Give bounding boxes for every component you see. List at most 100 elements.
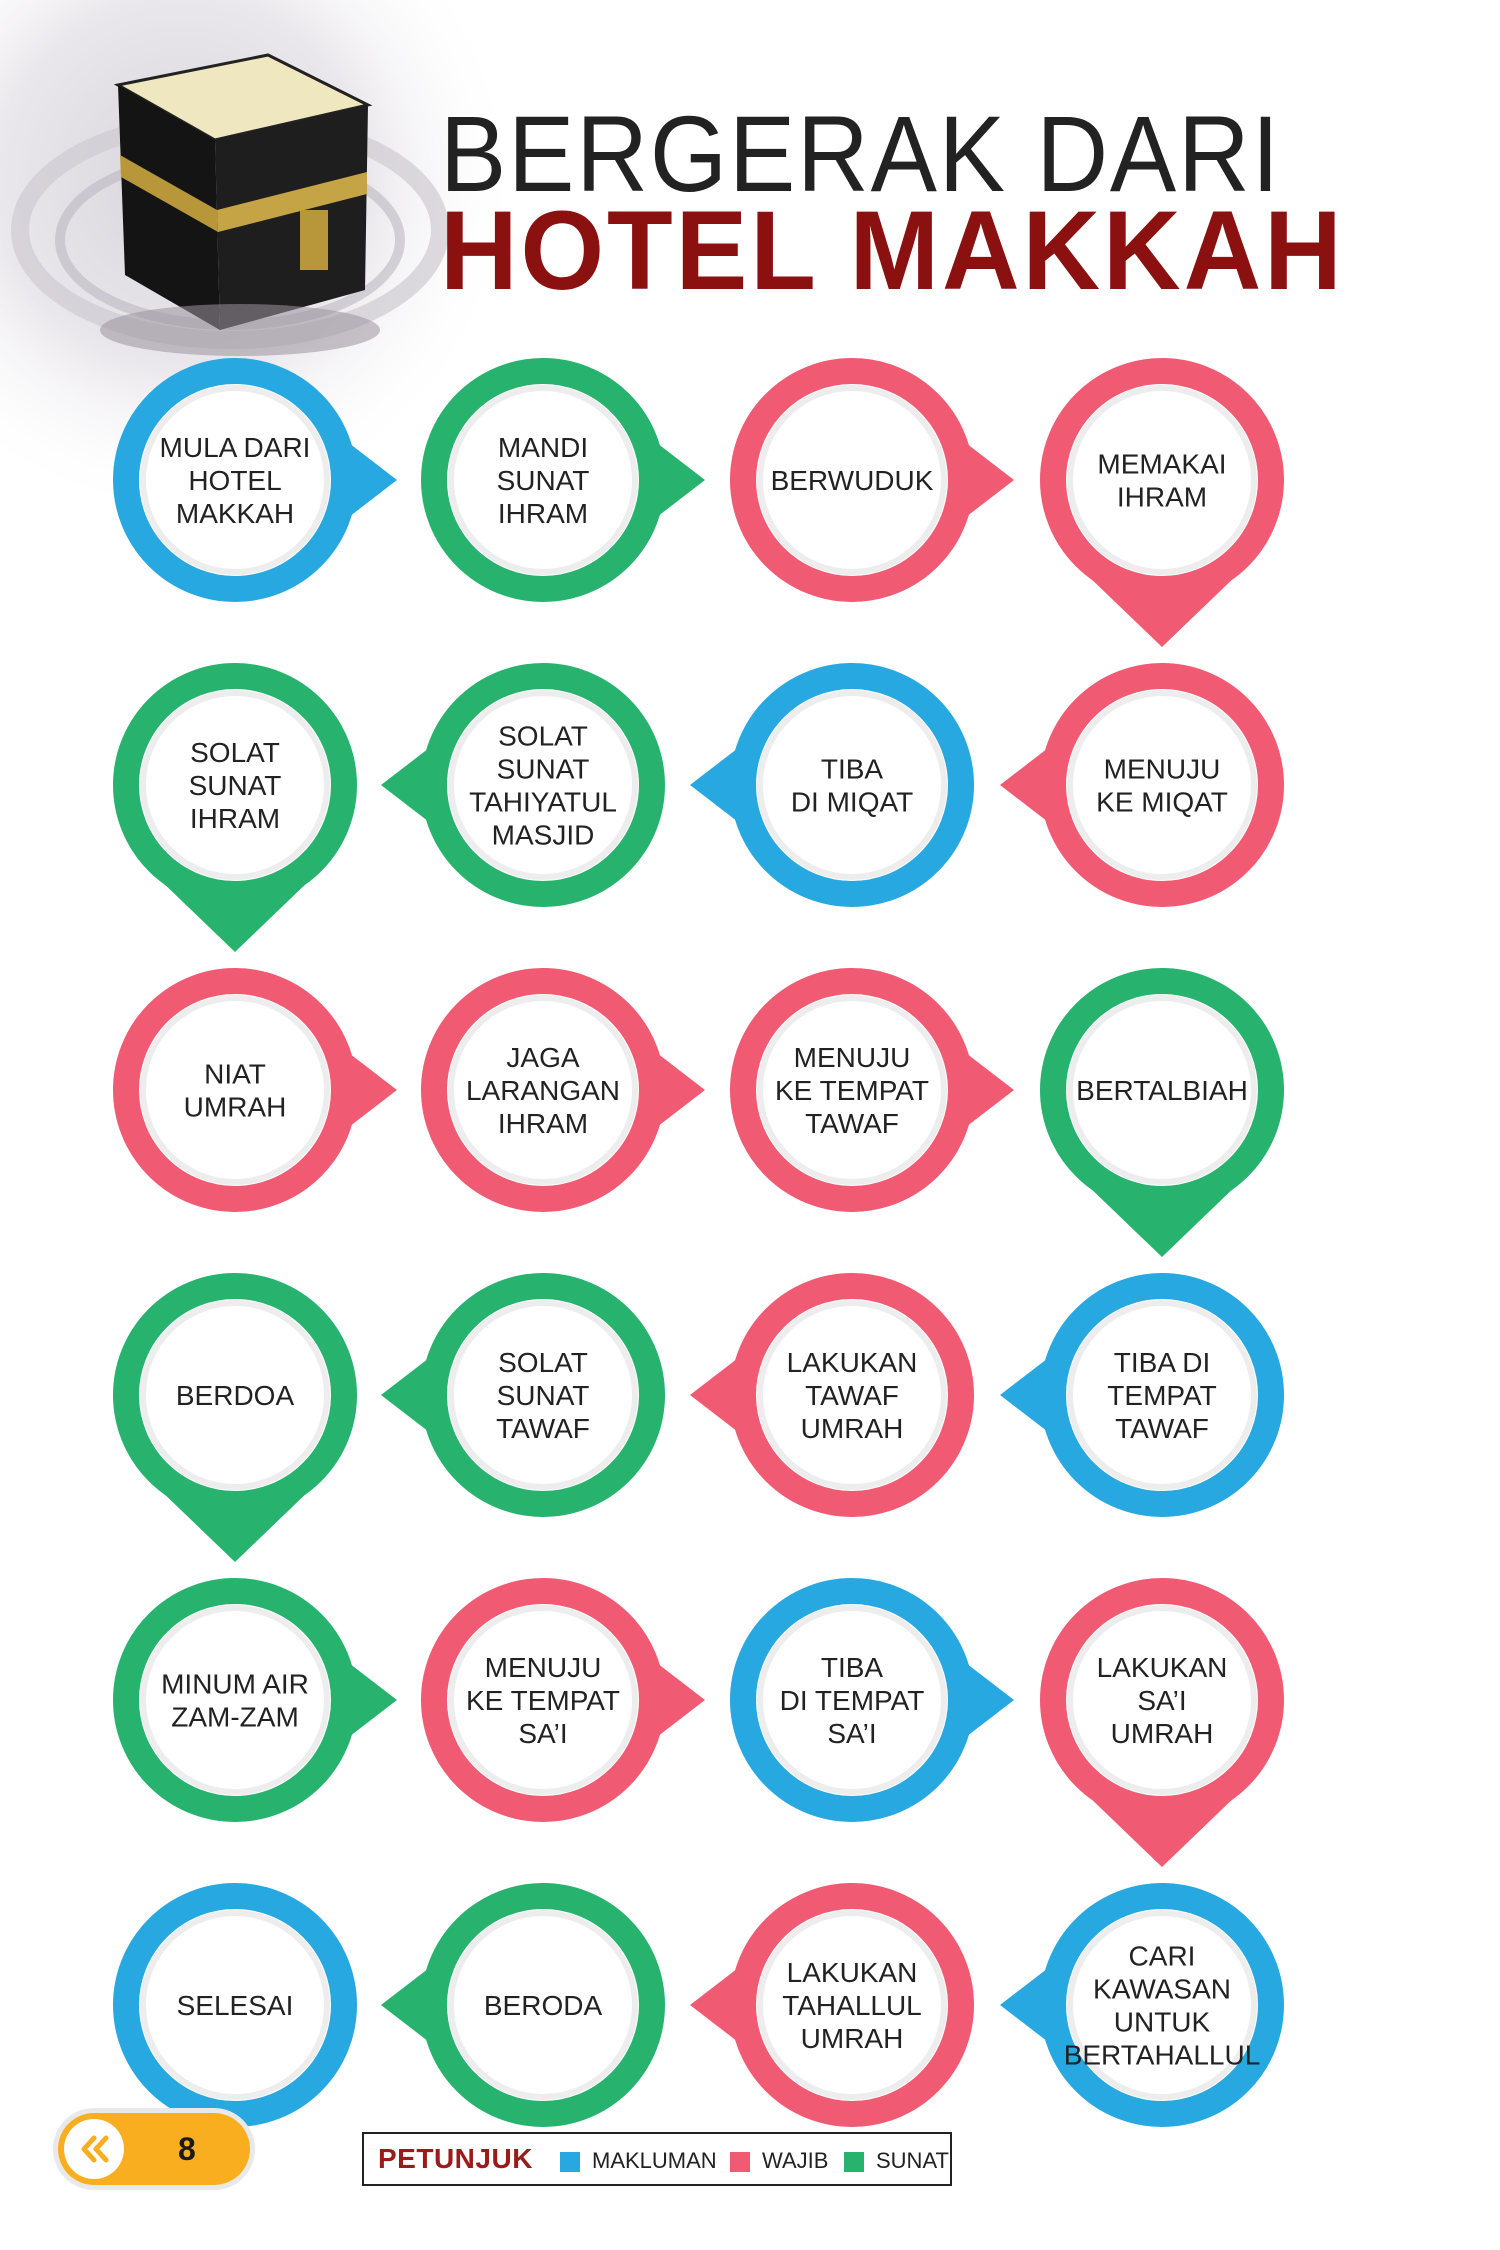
step-label-line: LAKUKAN [787,1347,918,1378]
step-inner [140,1300,330,1490]
step-label-line: UMRAH [1111,1718,1214,1749]
step-inner [1067,995,1257,1185]
step-18-menuju-ke-tempat-sa-i: MENUJU KE TEMPAT SA’I [421,1578,705,1822]
step-label: SOLAT SUNAT TAHIYATUL MASJID [469,721,617,851]
legend: PETUNJUK MAKLUMAN WAJIB SUNAT [362,2132,952,2186]
step-label: CARI KAWASAN UNTUK BERTAHALLUL [1064,1941,1261,2071]
step-label: MINUM AIR ZAM-ZAM [161,1669,309,1733]
step-label-line: TAWAF [805,1380,899,1411]
step-inner [448,385,638,575]
legend-label-sunat: SUNAT [876,2148,949,2173]
step-17-minum-air-zam-zam: MINUM AIR ZAM-ZAM [113,1578,397,1822]
step-inner [448,1605,638,1795]
page-number-badge: 8 [58,2113,250,2185]
step-9-niat-umrah: NIAT UMRAH [113,968,397,1212]
step-label-line: MENUJU [794,1042,911,1073]
step-20-lakukan-sa-i-umrah: LAKUKAN SA’I UMRAH [1040,1578,1284,1867]
step-label: TIBA DI TEMPAT SA’I [780,1652,925,1749]
step-label-line: SUNAT [497,465,590,496]
step-label-line: MANDI [498,432,588,463]
legend-swatch-sunat [844,2152,864,2172]
step-24-selesai: SELESAI [113,1883,357,2127]
step-23-beroda: BERODA [381,1883,665,2127]
step-inner [757,995,947,1185]
step-4-memakai-ihram: MEMAKAI IHRAM [1040,358,1284,647]
step-label-line: UMRAH [801,2023,904,2054]
step-12-bertalbiah: BERTALBIAH [1040,968,1284,1257]
step-label-line: IHRAM [1117,482,1207,513]
step-10-jaga-larangan-ihram: JAGA LARANGAN IHRAM [421,968,705,1212]
step-label-line: IHRAM [498,498,588,529]
step-label-line: SUNAT [497,754,590,785]
step-inner [1067,690,1257,880]
step-16-berdoa: BERDOA [113,1273,357,1562]
step-7-solat-sunat-tahiyatul-masjid: SOLAT SUNAT TAHIYATUL MASJID [381,663,665,907]
step-label-line: LAKUKAN [787,1957,918,1988]
step-label-line: LAKUKAN [1097,1652,1228,1683]
step-label-line: TEMPAT [1107,1380,1216,1411]
step-label-line: MULA DARI [160,432,311,463]
step-label-line: MINUM AIR [161,1669,309,1700]
legend-label-makluman: MAKLUMAN [592,2148,717,2173]
step-22-lakukan-tahallul-umrah: LAKUKAN TAHALLUL UMRAH [690,1883,974,2127]
step-label-line: SUNAT [497,1380,590,1411]
step-label-line: ZAM-ZAM [171,1702,299,1733]
step-inner [1067,385,1257,575]
step-label-line: BERTAHALLUL [1064,2040,1261,2071]
step-label-line: IHRAM [498,1108,588,1139]
step-label: TIBA DI MIQAT [791,754,913,818]
step-label-line: CARI [1129,1941,1196,1972]
step-label: SOLAT SUNAT TAWAF [496,1347,590,1444]
step-5-menuju-ke-miqat: MENUJU KE MIQAT [1000,663,1284,907]
step-label-line: SA’I [827,1718,876,1749]
step-label-line: MAKKAH [176,498,294,529]
step-19-tiba-di-tempat-sa-i: TIBA DI TEMPAT SA’I [730,1578,1014,1822]
step-inner [448,690,638,880]
step-label-line: MENUJU [485,1652,602,1683]
step-label-line: TIBA [821,1652,884,1683]
step-inner [140,1910,330,2100]
step-label-line: UMRAH [801,1413,904,1444]
step-label: SELESAI [177,1990,294,2021]
step-label: MANDI SUNAT IHRAM [497,432,590,529]
step-label-line: BERODA [484,1990,603,2021]
step-inner [1067,1910,1257,2100]
step-label-line: HOTEL [188,465,281,496]
step-label-line: SOLAT [498,721,588,752]
step-inner [140,385,330,575]
step-label: LAKUKAN SA’I UMRAH [1097,1652,1228,1749]
step-label: BERWUDUK [771,465,934,496]
step-label-line: DI TEMPAT [780,1685,925,1716]
step-label-line: BERWUDUK [771,465,934,496]
step-label: TIBA DI TEMPAT TAWAF [1107,1347,1216,1444]
legend-label-wajib: WAJIB [762,2148,829,2173]
back-chevron-button[interactable] [64,2119,124,2179]
step-inner [1067,1605,1257,1795]
kaaba-illustration [0,0,520,520]
step-label: LAKUKAN TAHALLUL UMRAH [782,1957,922,2054]
step-inner [757,1910,947,2100]
step-label-line: SUNAT [189,770,282,801]
step-label-line: SELESAI [177,1990,294,2021]
step-label-line: LARANGAN [466,1075,620,1106]
step-label: BERTALBIAH [1076,1075,1248,1106]
step-inner [448,1910,638,2100]
step-label-line: MEMAKAI [1097,449,1226,480]
step-inner [140,995,330,1185]
step-inner [1067,1300,1257,1490]
double-chevron-left-icon [81,2135,109,2163]
step-label-line: KE TEMPAT [466,1685,620,1716]
step-label: MENUJU KE TEMPAT TAWAF [775,1042,929,1139]
step-label-line: TAWAF [1115,1413,1209,1444]
step-label-line: KE MIQAT [1096,787,1228,818]
step-label: SOLAT SUNAT IHRAM [189,737,282,834]
step-label-line: BERTALBIAH [1076,1075,1248,1106]
step-label-line: SOLAT [190,737,280,768]
step-6-tiba-di-miqat: TIBA DI MIQAT [690,663,974,907]
step-inner [140,690,330,880]
title-line-2: HOTEL MAKKAH [440,188,1345,313]
step-label-line: SA’I [1137,1685,1186,1716]
step-inner [448,1300,638,1490]
step-label-line: KAWASAN [1093,1974,1231,2005]
